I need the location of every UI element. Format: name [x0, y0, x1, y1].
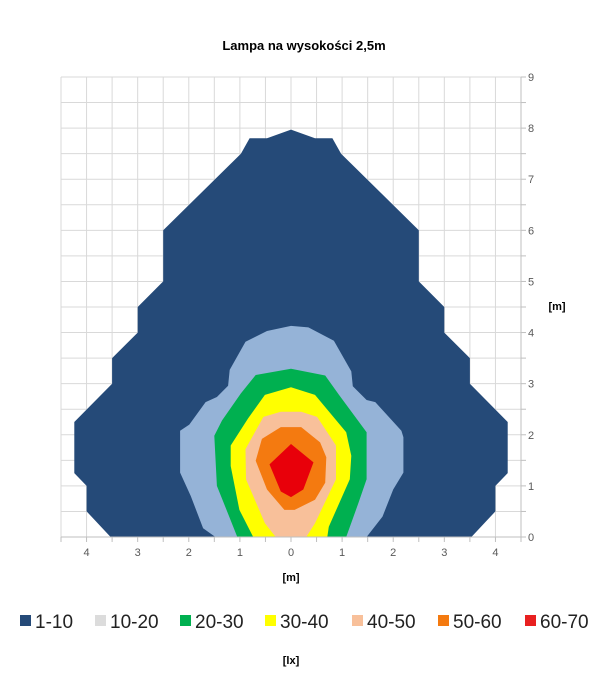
y-tick-label: 8	[528, 123, 534, 135]
legend-swatch	[180, 615, 191, 626]
x-axis-label: [m]	[282, 572, 299, 584]
y-tick-label: 6	[528, 225, 534, 237]
legend-item: 10-20	[95, 612, 159, 633]
legend-label: 40-50	[367, 612, 416, 633]
legend-item: 60-70	[525, 612, 589, 633]
legend-swatch	[438, 615, 449, 626]
x-tick-label: 4	[492, 547, 498, 559]
legend: 1-10 10-20 20-30 30-40 40-50 50-60 60-70	[20, 612, 589, 633]
legend-item: 1-10	[20, 612, 73, 633]
y-tick-label: 7	[528, 174, 534, 186]
legend-label: 10-20	[110, 612, 159, 633]
legend-label: 50-60	[453, 612, 502, 633]
legend-item: 30-40	[265, 612, 329, 633]
y-tick-label: 2	[528, 430, 534, 442]
axes: 0 1 2 3 4 5 6 7 8 9 4 3 2 1 0 1 2 3 4	[60, 72, 534, 559]
y-tick-label: 9	[528, 72, 534, 84]
x-tick-label: 2	[186, 547, 192, 559]
y-tick-label: 4	[528, 328, 534, 340]
x-tick-label: 2	[390, 547, 396, 559]
contour-areas	[74, 129, 508, 537]
legend-label: 60-70	[540, 612, 589, 633]
y-tick-label: 1	[528, 481, 534, 493]
legend-item: 40-50	[352, 612, 416, 633]
y-tick-label: 0	[528, 532, 534, 544]
legend-label: 20-30	[195, 612, 244, 633]
x-tick-label: 1	[339, 547, 345, 559]
contour-band-60-70	[269, 444, 314, 498]
legend-swatch	[265, 615, 276, 626]
legend-swatch	[525, 615, 536, 626]
y-tick-label: 3	[528, 379, 534, 391]
y-axis-label: [m]	[548, 301, 565, 313]
legend-swatch	[20, 615, 31, 626]
legend-swatch	[95, 615, 106, 626]
x-tick-label: 1	[237, 547, 243, 559]
legend-item: 20-30	[180, 612, 244, 633]
legend-title: [lx]	[283, 655, 300, 667]
legend-item: 50-60	[438, 612, 502, 633]
legend-label: 1-10	[35, 612, 73, 633]
chart-title: Lampa na wysokości 2,5m	[222, 38, 385, 53]
legend-swatch	[352, 615, 363, 626]
x-tick-label: 3	[441, 547, 447, 559]
x-tick-label: 3	[135, 547, 141, 559]
y-tick-label: 5	[528, 276, 534, 288]
legend-label: 30-40	[280, 612, 329, 633]
x-tick-label: 0	[288, 547, 294, 559]
x-tick-label: 4	[83, 547, 89, 559]
